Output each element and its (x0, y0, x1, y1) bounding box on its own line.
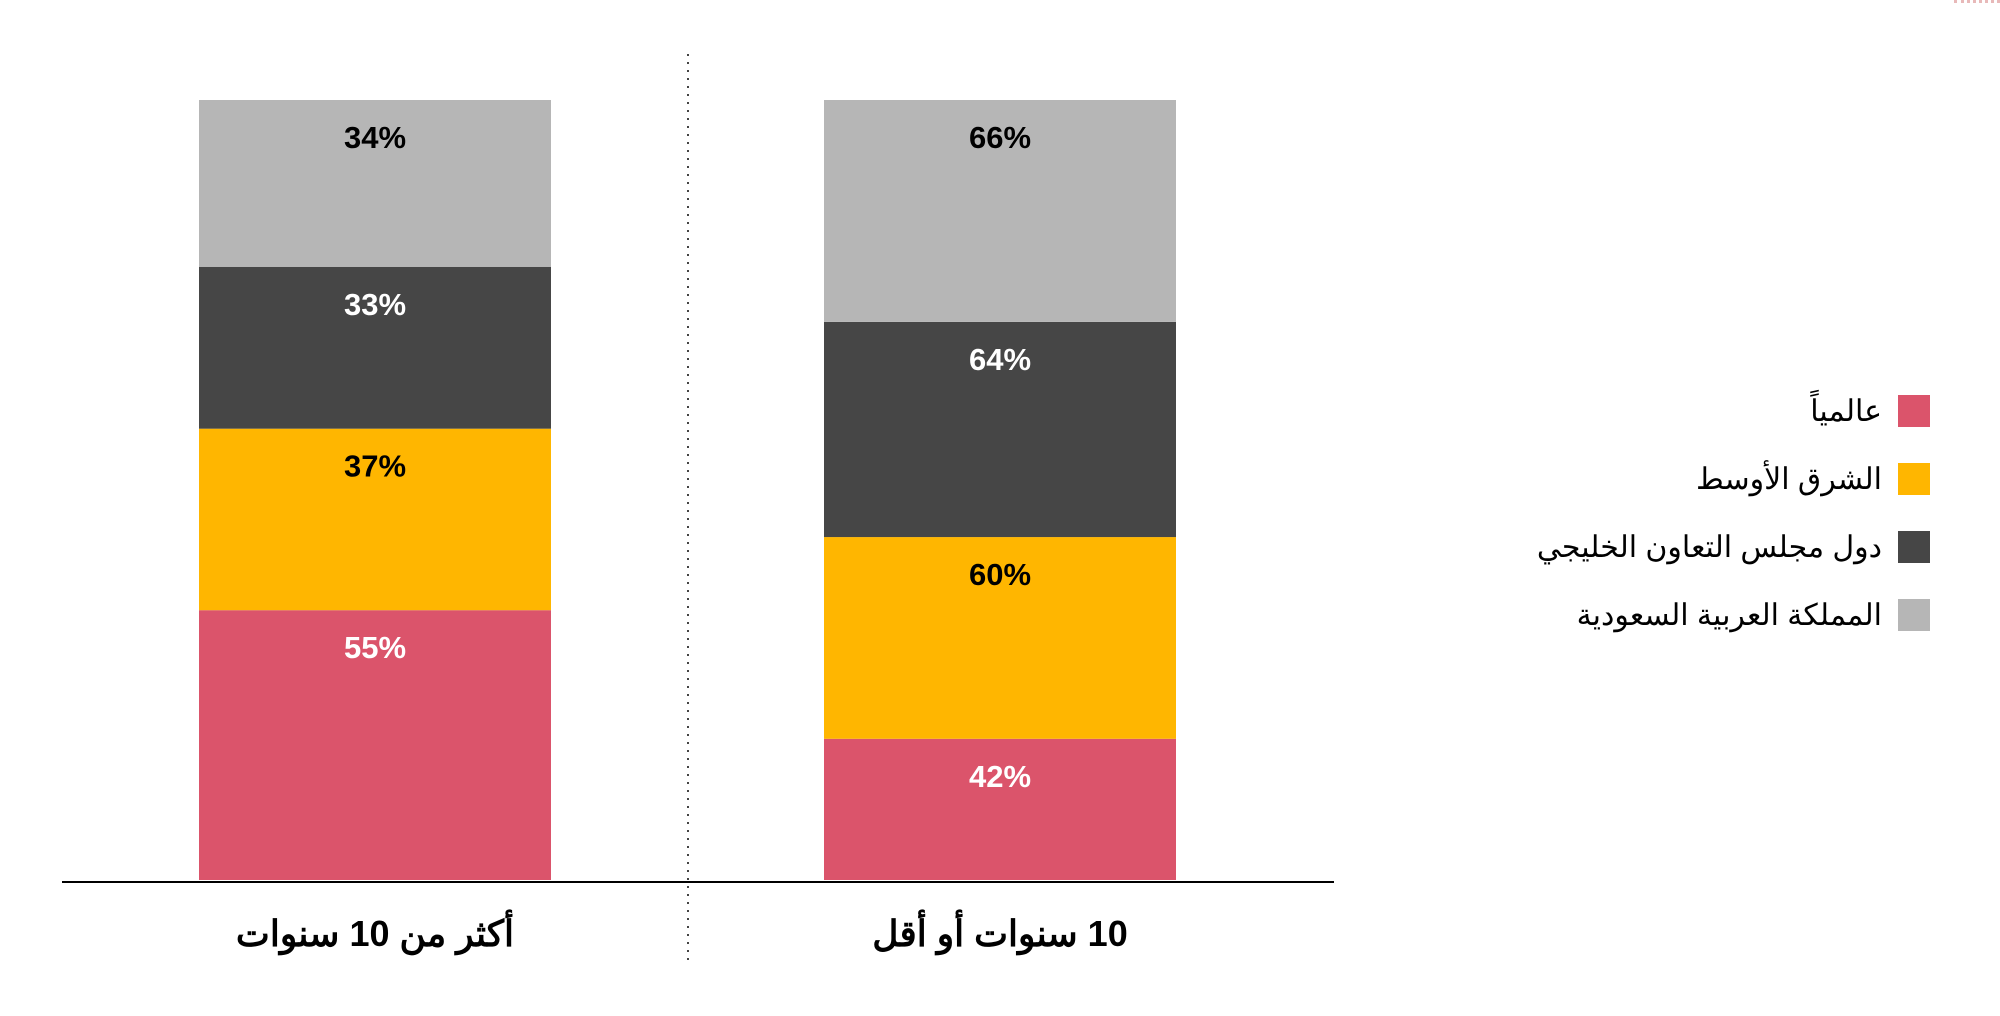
data-label: 34% (344, 120, 406, 155)
data-label: 33% (344, 287, 406, 322)
legend-item-middle-east: الشرق الأوسط (1500, 462, 1930, 496)
legend-swatch (1898, 599, 1930, 631)
bar-segment (824, 100, 1176, 322)
bar-segment (199, 266, 551, 429)
legend-label: المملكة العربية السعودية (1576, 598, 1882, 632)
category-label: 10 سنوات أو أقل (872, 909, 1127, 956)
data-label: 60% (969, 557, 1031, 592)
corner-decoration (1954, 0, 2000, 7)
data-label: 37% (344, 449, 406, 484)
legend-item-global: عالمياً (1500, 394, 1930, 428)
stacked-bar-chart: 55% 37% 33% 34% أكثر من 10 سنوات 42% 60% 64% 66%… (62, 54, 1334, 960)
bar-segment (199, 610, 551, 880)
bar-segment (824, 537, 1176, 739)
data-label: 55% (344, 630, 406, 665)
legend-label: الشرق الأوسط (1696, 462, 1882, 496)
bar-segment (824, 738, 1176, 880)
legend-swatch (1898, 531, 1930, 563)
data-label: 66% (969, 120, 1031, 155)
legend-swatch (1898, 395, 1930, 427)
bar-segment (199, 100, 551, 267)
chart-legend: عالمياً الشرق الأوسط دول مجلس التعاون ال… (1500, 394, 1930, 666)
data-label: 42% (969, 759, 1031, 794)
bar-segment (824, 321, 1176, 538)
legend-label: دول مجلس التعاون الخليجي (1536, 530, 1882, 564)
legend-item-gcc: دول مجلس التعاون الخليجي (1500, 530, 1930, 564)
legend-label: عالمياً (1810, 394, 1882, 428)
category-label: أكثر من 10 سنوات (236, 909, 514, 956)
bar-segment (199, 428, 551, 611)
data-label: 64% (969, 342, 1031, 377)
legend-item-saudi-arabia: المملكة العربية السعودية (1500, 598, 1930, 632)
legend-swatch (1898, 463, 1930, 495)
